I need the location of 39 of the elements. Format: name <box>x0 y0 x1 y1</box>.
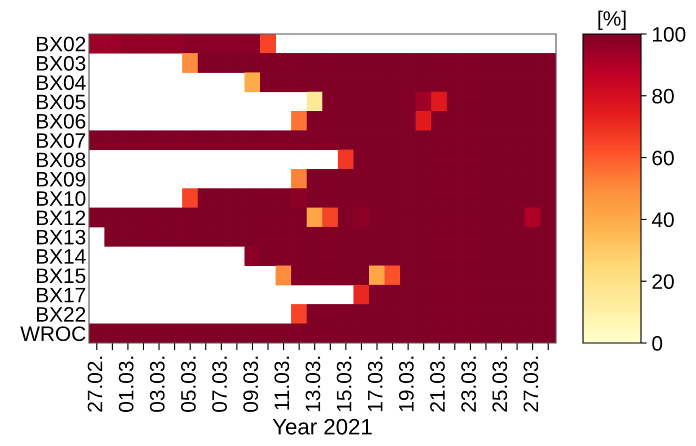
x-tick-label: 23.03. <box>461 356 476 412</box>
x-tick-label: 15.03. <box>336 356 352 412</box>
x-tick-label: 05.03. <box>181 356 196 412</box>
x-tick-label: 01.03. <box>118 356 134 412</box>
y-tick-label: BX14 <box>36 249 86 264</box>
y-tick-label: BX09 <box>36 172 86 187</box>
x-tick-label: 27.03. <box>523 356 538 412</box>
color-bar-label: 40 <box>652 212 674 228</box>
x-tick-label: 25.03. <box>492 356 508 412</box>
y-tick-label: WROC <box>20 326 86 342</box>
y-tick-label: BX08 <box>36 152 86 168</box>
x-tick-label: 07.03. <box>212 356 227 412</box>
y-tick-label: BX05 <box>36 94 86 110</box>
y-tick-label: BX02 <box>36 36 86 52</box>
y-tick-label: BX10 <box>36 191 86 206</box>
y-tick-label: BX04 <box>36 75 86 90</box>
x-tick-label: 17.03. <box>368 356 383 412</box>
x-tick-label: 09.03. <box>243 356 258 412</box>
color-bar-title: [%] <box>598 10 626 30</box>
color-bar-label: 20 <box>652 274 674 289</box>
y-tick-label: BX15 <box>36 268 86 284</box>
x-axis-title: Year 2021 <box>272 418 372 435</box>
color-bar-label: 100 <box>653 27 686 42</box>
y-tick-label: BX06 <box>36 114 86 129</box>
color-bar-label: 80 <box>652 88 674 104</box>
y-tick-label: BX13 <box>36 230 86 245</box>
x-tick-label: 21.03. <box>430 356 445 412</box>
x-tick-label: 27.02. <box>88 356 102 412</box>
y-tick-label: BX07 <box>36 133 86 148</box>
x-tick-label: 19.03. <box>398 356 414 412</box>
color-bar-label: 0 <box>652 336 662 351</box>
color-bar-label: 60 <box>652 150 674 166</box>
x-tick-label: 03.03. <box>150 356 165 412</box>
x-tick-label: 13.03. <box>306 356 320 412</box>
y-tick-label: BX12 <box>36 210 86 226</box>
x-tick-label: 11.03. <box>274 356 290 410</box>
y-tick-label: BX03 <box>36 56 86 71</box>
y-tick-label: BX22 <box>36 307 86 322</box>
y-tick-label: BX17 <box>36 288 86 302</box>
